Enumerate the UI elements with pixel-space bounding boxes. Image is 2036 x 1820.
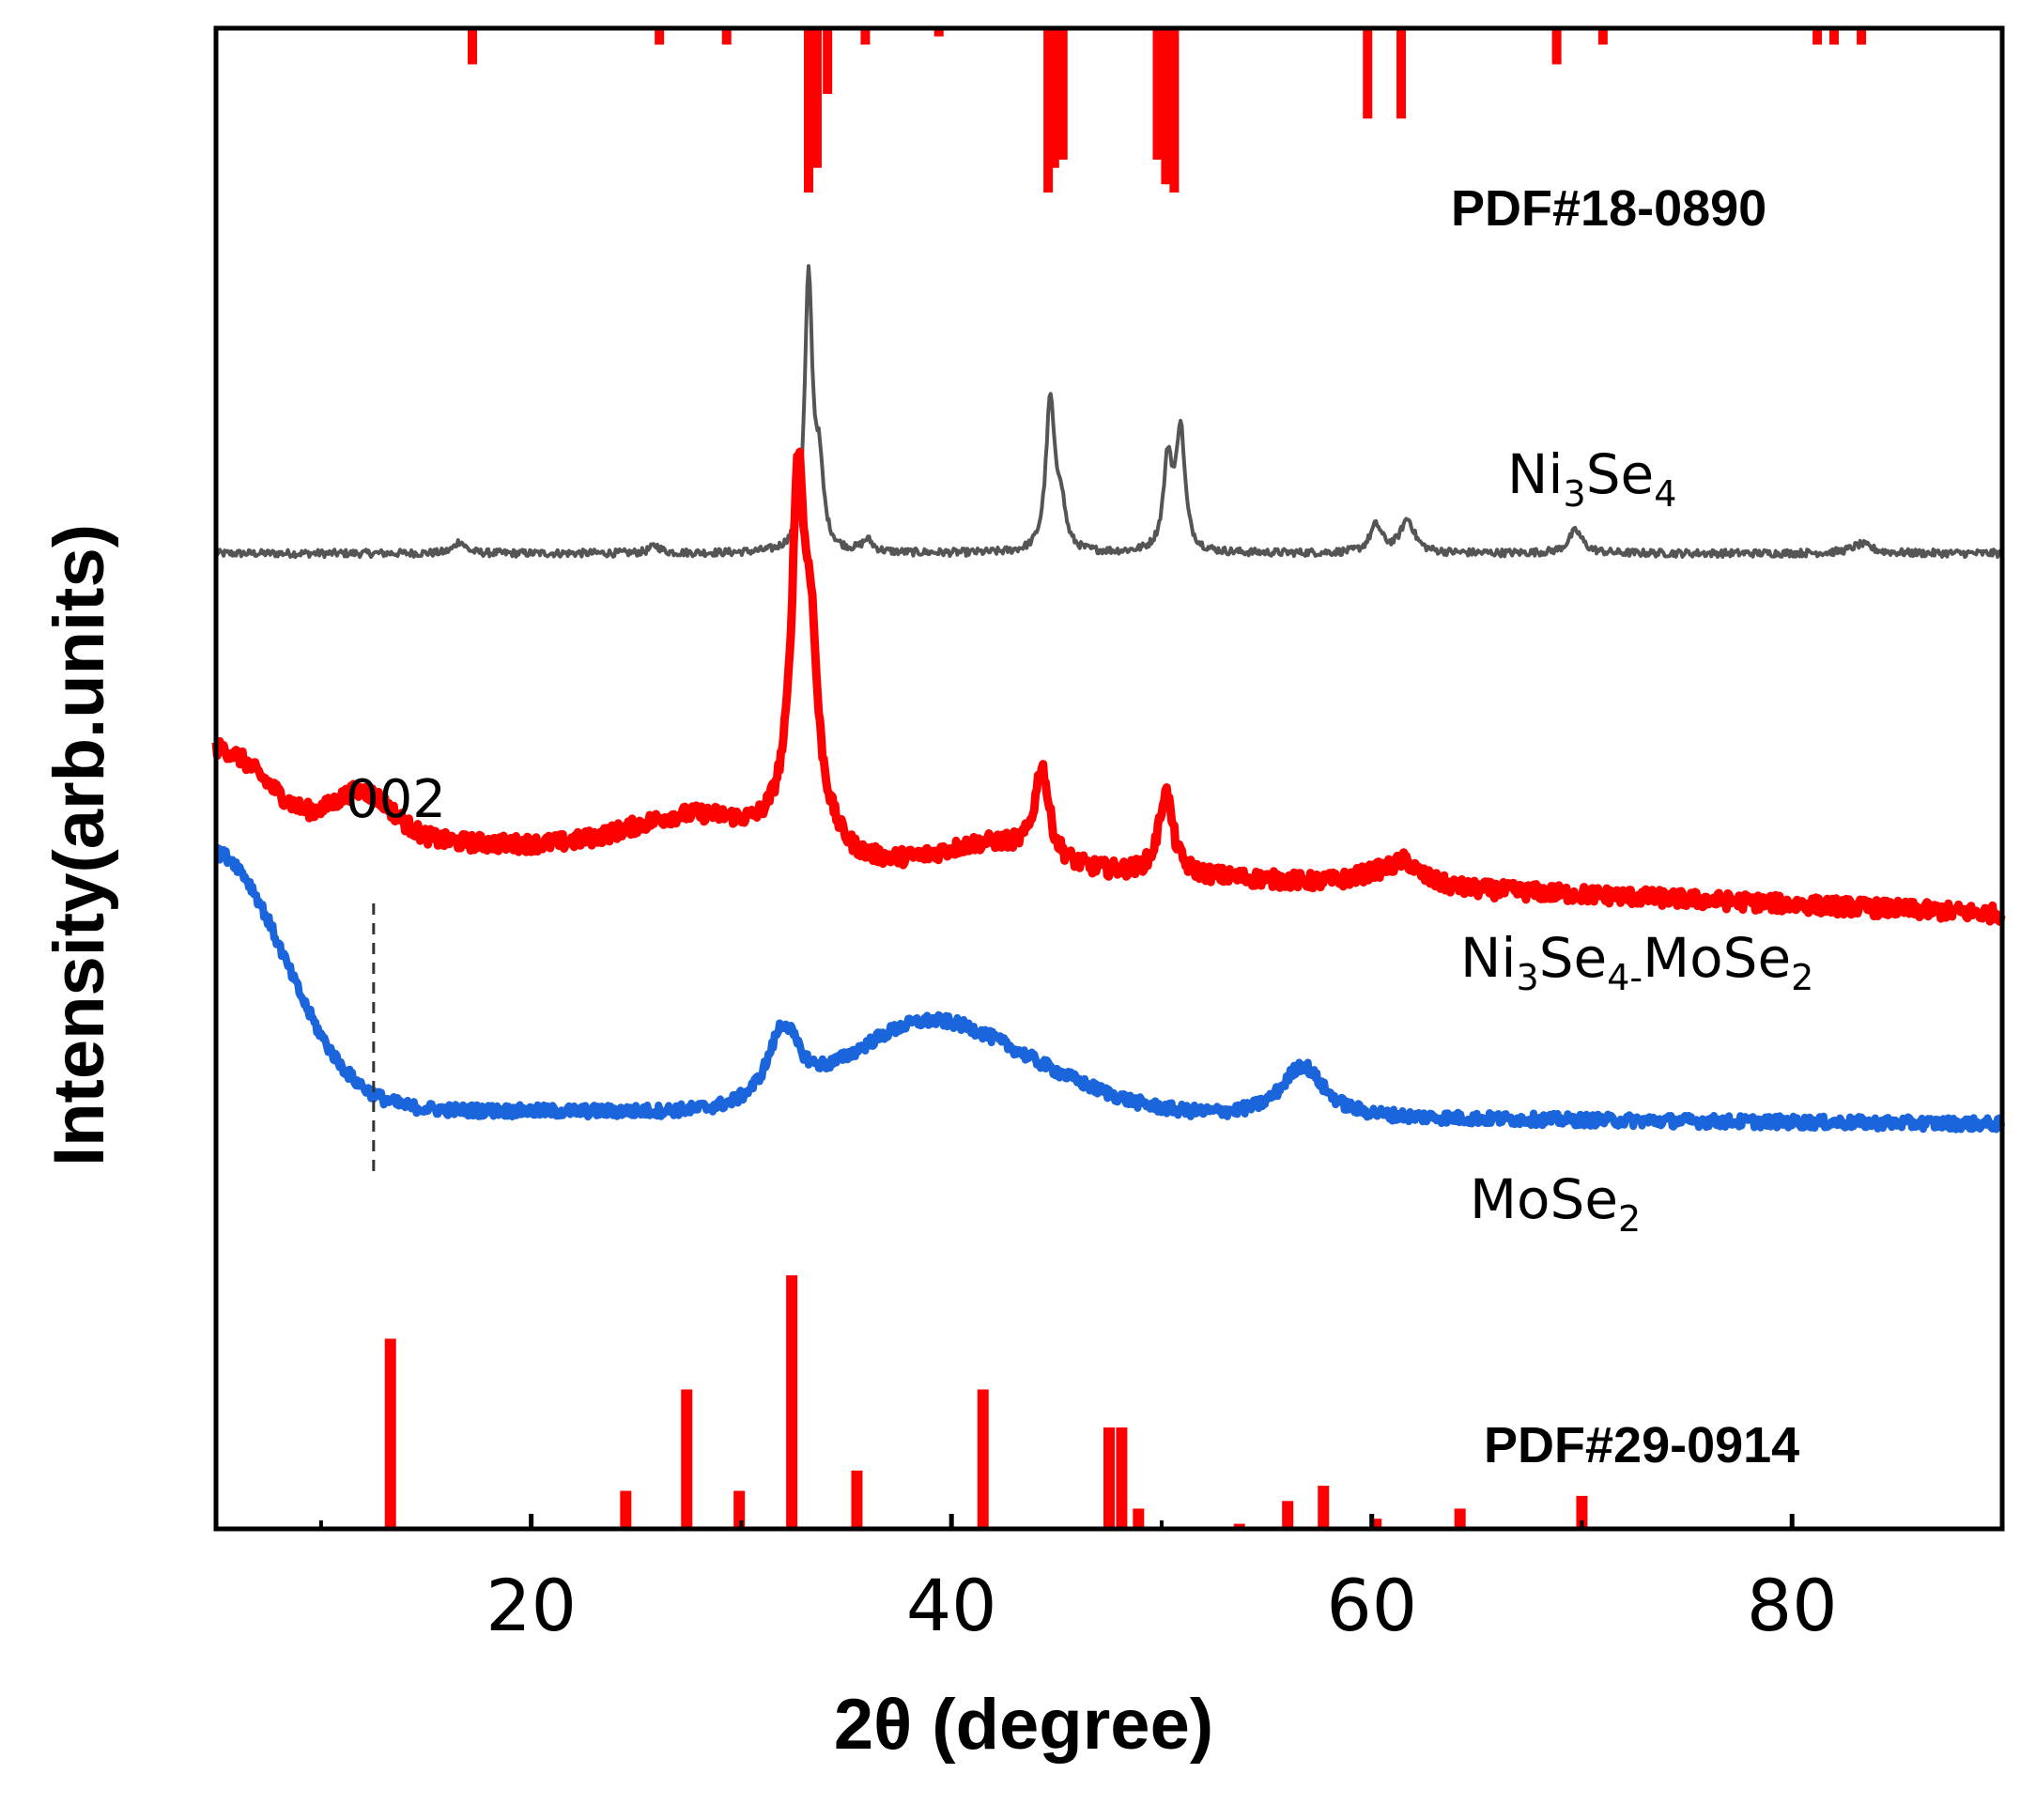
ref-bottom-line-10 (1233, 1523, 1245, 1529)
ref-top-line-10 (1057, 28, 1068, 160)
ref-top-line-0 (467, 28, 477, 65)
ni3se4-label-part-ni: Ni (1507, 442, 1564, 506)
x-tick-label-40: 40 (906, 1564, 997, 1647)
composite-label-part-se: Se (1539, 926, 1608, 990)
y-axis-label: Intensity(arb.units) (39, 524, 119, 1166)
x-tick-label-60: 60 (1326, 1564, 1417, 1647)
ref-bottom-line-8 (1116, 1427, 1128, 1529)
ref-bottom-line-9 (1133, 1508, 1145, 1529)
mose2-label-part-mose: MoSe (1470, 1167, 1618, 1231)
ref-top-line-2 (721, 28, 732, 45)
ref-top-line-3 (804, 28, 814, 193)
ref-bottom-line-2 (681, 1389, 693, 1529)
ref-bottom-line-0 (384, 1338, 396, 1529)
series-label-mose2: MoSe2 (1470, 1167, 1641, 1240)
ni3se4-label-sub-4: 4 (1654, 473, 1676, 515)
ref-bottom-line-1 (620, 1490, 632, 1529)
ref-bottom-line-3 (733, 1490, 746, 1529)
x-tick-label-80: 80 (1747, 1564, 1838, 1647)
reference-pattern-bottom (384, 1275, 1588, 1529)
ref-bottom-line-11 (1282, 1501, 1294, 1529)
ref-top-line-16 (1551, 28, 1562, 65)
composite-label-sub-4: 4- (1607, 957, 1643, 998)
annotation-002-label: 002 (346, 769, 446, 830)
composite-label-sub-3: 3 (1517, 957, 1539, 998)
ref-bottom-line-4 (786, 1275, 798, 1529)
ref-bottom-line-6 (977, 1389, 989, 1529)
ni3se4-label-part-se: Se (1586, 442, 1655, 506)
reference-label-pdf-29-0914: PDF#29-0914 (1484, 1417, 1799, 1473)
reference-label-pdf-18-0890: PDF#18-0890 (1451, 180, 1766, 237)
x-tick-label-20: 20 (486, 1564, 577, 1647)
ref-top-line-8 (1043, 28, 1054, 193)
mose2-label-sub-2: 2 (1618, 1198, 1641, 1240)
ref-bottom-line-14 (1454, 1508, 1466, 1529)
series-lines (211, 264, 2006, 1134)
plot-frame (213, 25, 2005, 1532)
series-label-ni3se4: Ni3Se4 (1507, 442, 1676, 515)
ref-top-line-12 (1161, 28, 1171, 185)
ref-top-line-6 (860, 28, 871, 45)
ref-top-line-5 (823, 28, 833, 94)
ref-top-line-1 (655, 28, 665, 45)
ref-bottom-line-15 (1576, 1495, 1588, 1529)
ref-bottom-line-5 (851, 1470, 863, 1529)
ref-top-line-7 (933, 28, 944, 37)
x-axis-ticks: 20 40 60 80 (318, 1514, 1838, 1647)
ref-top-line-13 (1169, 28, 1180, 193)
x-axis-label: 2θ (degree) (834, 1685, 1213, 1765)
series-line-ni3se4 (214, 264, 2003, 560)
ref-bottom-line-7 (1103, 1427, 1115, 1529)
ref-top-line-9 (1049, 28, 1059, 168)
ref-top-line-14 (1363, 28, 1373, 119)
ref-top-line-17 (1597, 28, 1608, 45)
ni3se4-label-sub-3: 3 (1564, 473, 1586, 515)
series-line-ni3se4-mose2 (211, 447, 2006, 926)
ref-top-line-20 (1857, 28, 1867, 45)
ref-top-line-18 (1812, 28, 1823, 45)
ref-top-line-4 (811, 28, 822, 168)
ref-bottom-line-13 (1370, 1519, 1382, 1529)
series-label-ni3se4-mose2: Ni3Se4-MoSe2 (1460, 926, 1813, 998)
ref-top-line-15 (1396, 28, 1407, 119)
composite-label-sub-2: 2 (1791, 957, 1813, 998)
reference-pattern-top (467, 28, 1867, 193)
composite-label-part-ni: Ni (1460, 926, 1517, 990)
composite-label-part-mose: MoSe (1643, 926, 1791, 990)
series-line-mose2 (213, 844, 2006, 1134)
ref-top-line-11 (1152, 28, 1163, 160)
ref-top-line-19 (1828, 28, 1839, 45)
ref-bottom-line-12 (1318, 1486, 1330, 1529)
